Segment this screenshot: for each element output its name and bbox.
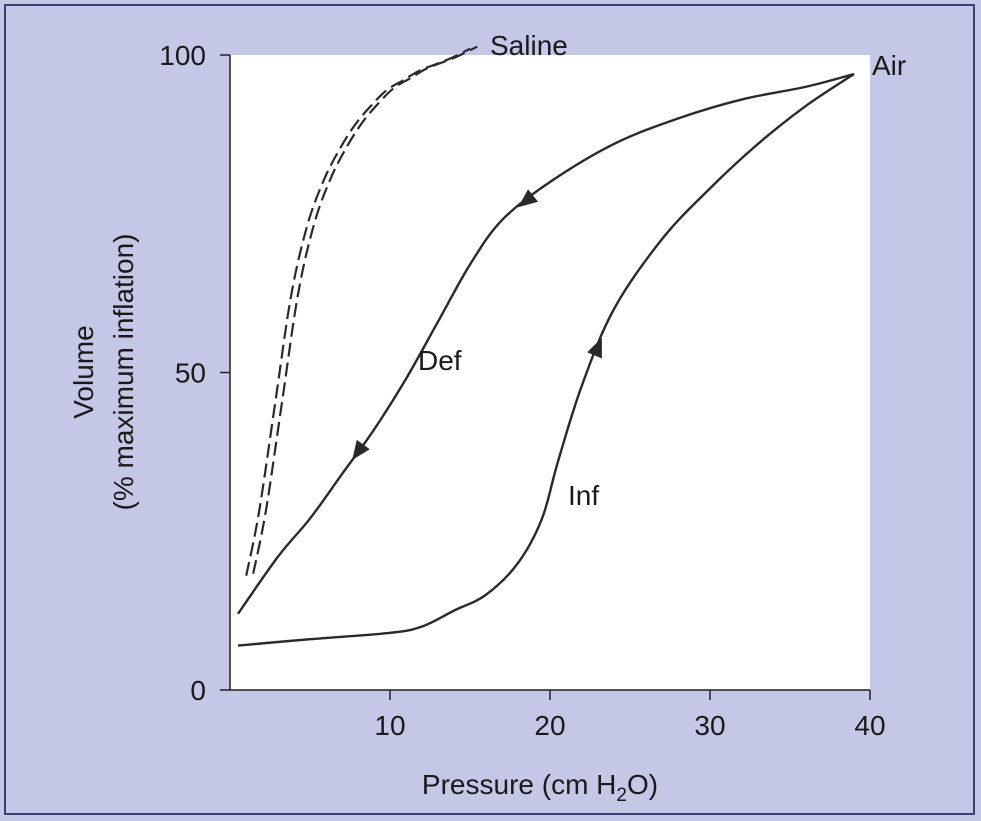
y-tick-label: 100	[159, 40, 206, 71]
labels: Air Def Inf Saline	[418, 30, 906, 511]
x-tick-label: 40	[854, 710, 885, 741]
annotation-air: Air	[872, 50, 906, 81]
inflation-arrow	[587, 337, 602, 359]
y-tick-label: 0	[190, 675, 206, 706]
x-tick-label: 30	[694, 710, 725, 741]
curve-def	[237, 72, 855, 615]
x-tick-label: 20	[534, 710, 565, 741]
annotation-saline: Saline	[490, 30, 568, 61]
annotation-def: Def	[418, 345, 462, 376]
curve-inf	[237, 73, 855, 647]
plot-area	[230, 55, 870, 690]
deflation-arrow-lower	[352, 439, 370, 460]
deflation-arrow-upper	[518, 189, 539, 208]
x-axis-label: Pressure (cm H2O)	[422, 769, 658, 806]
curves	[237, 45, 855, 647]
y-axis-label-line2: (% maximum inflation)	[108, 234, 139, 511]
annotation-inf: Inf	[568, 480, 599, 511]
curve-saline-outer	[245, 47, 471, 576]
direction-arrows	[352, 189, 602, 460]
axes: 0 50 100 10 20 30 40 Pressure (cm H2O) Volume (% …	[68, 40, 886, 806]
curve-saline-inner	[252, 45, 478, 574]
y-tick-label: 50	[175, 358, 206, 389]
y-axis-label-line1: Volume	[68, 325, 99, 418]
x-tick-label: 10	[374, 710, 405, 741]
